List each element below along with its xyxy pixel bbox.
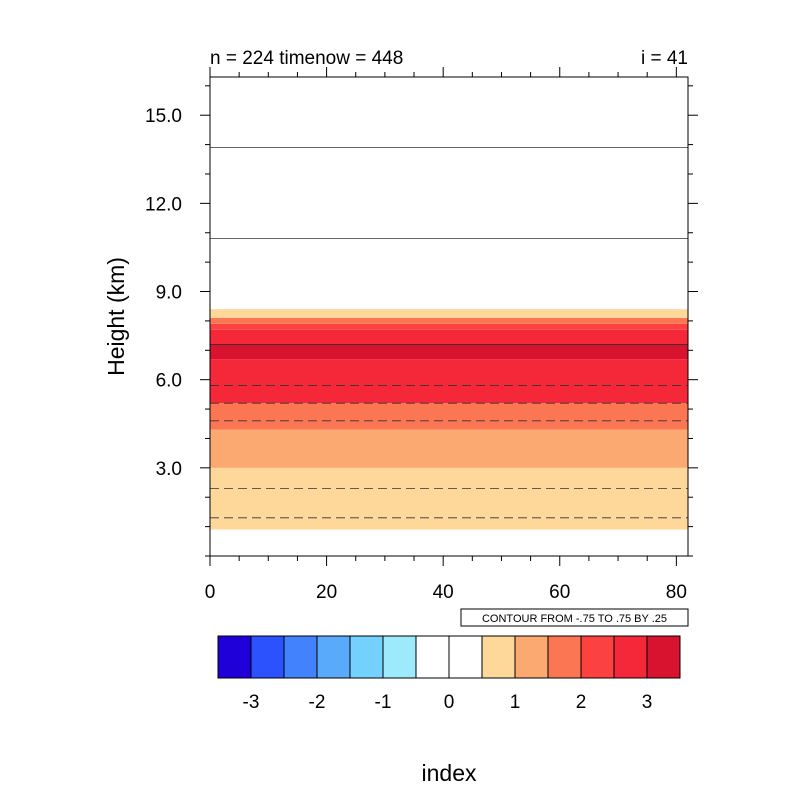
colorbar-label: 0 bbox=[444, 692, 455, 713]
colorbar-label: 2 bbox=[576, 692, 587, 713]
x-tick-label: 40 bbox=[433, 582, 454, 603]
axis-tick-labels: 0 20 40 60 80 3.0 6.0 9.0 12.0 15.0 bbox=[145, 106, 687, 603]
colorbar-label: -3 bbox=[243, 692, 260, 713]
contour-band-6 bbox=[210, 329, 688, 345]
y-axis-label: Height (km) bbox=[103, 257, 129, 376]
contour-band-8 bbox=[210, 317, 688, 324]
y-tick-label: 12.0 bbox=[145, 194, 182, 215]
contour-fill-layer bbox=[210, 309, 688, 530]
colorbar bbox=[217, 635, 681, 679]
axis-ticks bbox=[200, 67, 698, 566]
colorbar-label: 1 bbox=[510, 692, 521, 713]
contour-info-label: CONTOUR FROM -.75 TO .75 BY .25 bbox=[482, 613, 667, 625]
contour-band-3 bbox=[210, 403, 688, 430]
contour-band-9 bbox=[210, 309, 688, 318]
title-left: n = 224 timenow = 448 bbox=[210, 48, 403, 69]
plot-frame bbox=[209, 76, 689, 557]
colorbar-box-9 bbox=[514, 635, 549, 679]
y-tick-label: 9.0 bbox=[156, 283, 182, 304]
colorbar-box-6 bbox=[415, 635, 450, 679]
x-tick-label: 80 bbox=[666, 582, 687, 603]
contour-info-box: CONTOUR FROM -.75 TO .75 BY .25 bbox=[460, 608, 689, 627]
colorbar-box-4 bbox=[349, 635, 384, 679]
contour-band-0 bbox=[210, 517, 688, 530]
colorbar-box-7 bbox=[448, 635, 483, 679]
colorbar-label: -1 bbox=[375, 692, 392, 713]
x-axis-label: index bbox=[422, 760, 477, 786]
x-tick-label: 20 bbox=[316, 582, 337, 603]
colorbar-box-10 bbox=[547, 635, 582, 679]
colorbar-box-13 bbox=[646, 635, 681, 679]
colorbar-box-1 bbox=[250, 635, 285, 679]
colorbar-box-0 bbox=[217, 635, 252, 679]
colorbar-box-3 bbox=[316, 635, 351, 679]
title-right: i = 41 bbox=[641, 48, 688, 69]
x-tick-label: 60 bbox=[549, 582, 570, 603]
colorbar-box-12 bbox=[613, 635, 648, 679]
contour-band-7 bbox=[210, 323, 688, 330]
colorbar-box-11 bbox=[580, 635, 615, 679]
colorbar-label: 3 bbox=[642, 692, 653, 713]
colorbar-box-8 bbox=[481, 635, 516, 679]
x-tick-label: 0 bbox=[205, 582, 216, 603]
colorbar-box-2 bbox=[283, 635, 318, 679]
contour-band-4 bbox=[210, 359, 688, 404]
y-tick-label: 6.0 bbox=[156, 371, 182, 392]
colorbar-label: -2 bbox=[309, 692, 326, 713]
contour-line-layer bbox=[210, 147, 688, 519]
y-tick-label: 15.0 bbox=[145, 106, 182, 127]
y-tick-label: 3.0 bbox=[156, 459, 182, 480]
contour-band-1 bbox=[210, 467, 688, 518]
colorbar-labels: -3 -2 -1 0 1 2 3 bbox=[243, 692, 653, 713]
contour-band-5 bbox=[210, 344, 688, 360]
contour-band-2 bbox=[210, 429, 688, 468]
colorbar-box-5 bbox=[382, 635, 417, 679]
